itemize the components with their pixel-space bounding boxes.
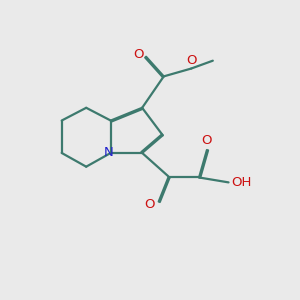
Text: O: O — [202, 134, 212, 147]
Text: O: O — [133, 48, 143, 61]
Text: O: O — [186, 54, 196, 67]
Text: OH: OH — [231, 176, 251, 189]
Text: N: N — [104, 146, 114, 159]
Text: O: O — [145, 199, 155, 212]
